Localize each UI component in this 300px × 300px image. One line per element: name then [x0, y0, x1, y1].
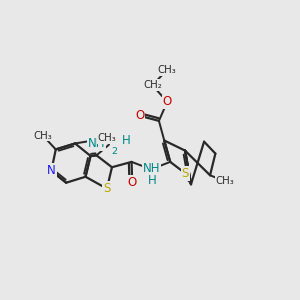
Text: 2: 2	[111, 147, 117, 156]
Text: S: S	[103, 182, 111, 195]
Text: S: S	[182, 167, 189, 180]
Text: CH₃: CH₃	[215, 176, 234, 186]
Text: NH: NH	[142, 162, 160, 175]
Text: CH₂: CH₂	[143, 80, 162, 90]
Text: CH₃: CH₃	[157, 65, 176, 75]
Text: CH₃: CH₃	[34, 131, 52, 141]
Text: O: O	[163, 95, 172, 108]
Text: O: O	[128, 176, 137, 189]
Text: H: H	[122, 134, 131, 147]
Text: O: O	[135, 109, 145, 122]
Text: NH: NH	[88, 137, 105, 150]
Text: N: N	[47, 164, 56, 177]
Text: CH₃: CH₃	[98, 133, 117, 143]
Text: H: H	[147, 174, 156, 187]
